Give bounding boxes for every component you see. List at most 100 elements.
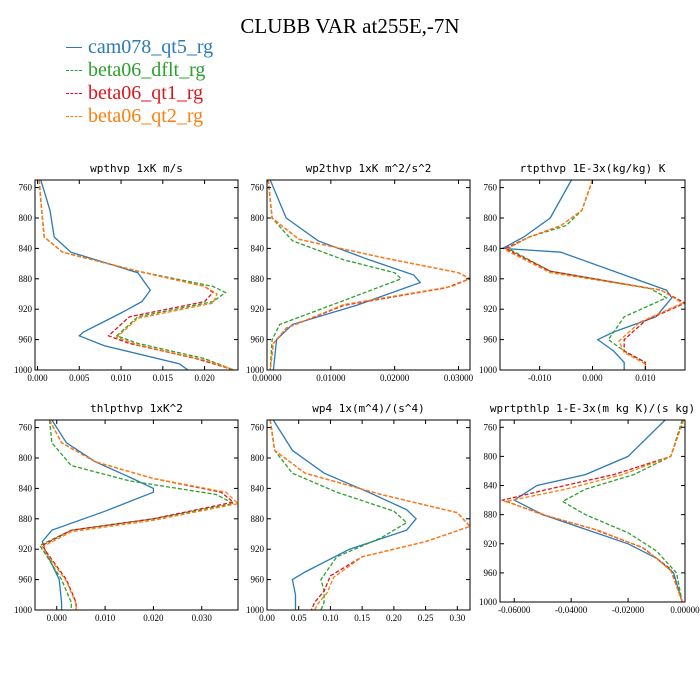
y-tick-label: 960 <box>19 575 33 585</box>
plot-frame <box>34 419 239 611</box>
y-tick-label: 800 <box>484 451 498 461</box>
y-tick-label: 1000 <box>14 605 33 615</box>
series-line <box>38 420 236 610</box>
y-tick-label: 880 <box>251 514 265 524</box>
plot-frame <box>34 179 239 371</box>
series-line <box>269 420 470 610</box>
y-tick-label: 840 <box>484 481 498 491</box>
y-tick-label: 960 <box>251 335 265 345</box>
series-line <box>269 420 408 610</box>
series-group <box>38 180 235 370</box>
x-tick-label: 0.20 <box>386 613 402 623</box>
x-tick-label: 0.000 <box>47 613 68 623</box>
x-tick-label: 0.000 <box>27 373 48 383</box>
legend: cam078_qt5_rg beta06_dflt_rg beta06_qt1_rg… <box>66 36 213 128</box>
legend-item: cam078_qt5_rg <box>66 36 213 59</box>
y-tick-label: 960 <box>484 335 498 345</box>
x-tick-label: 0.01000 <box>316 373 346 383</box>
plot-frame <box>266 419 471 611</box>
legend-item: beta06_qt1_rg <box>66 82 213 105</box>
subplot: rtpthvp 1E-3x(kg/kg) K 760 800 840 880 920 960… <box>479 162 686 383</box>
x-tick-label: -0.06000 <box>498 605 531 615</box>
y-tick-label: 920 <box>251 304 265 314</box>
y-tick-label: 880 <box>251 274 265 284</box>
y-tick-label: 840 <box>19 243 33 253</box>
series-group <box>38 420 238 610</box>
series-line <box>269 180 422 370</box>
legend-item: beta06_qt2_rg <box>66 105 213 128</box>
series-line <box>38 180 235 370</box>
x-tick-label: 0.010 <box>95 613 116 623</box>
y-tick-label: 920 <box>19 304 33 314</box>
y-tick-label: 1000 <box>479 597 498 607</box>
series-line <box>503 180 685 370</box>
legend-label: beta06_qt2_rg <box>88 105 204 127</box>
series-line <box>503 180 684 370</box>
legend-swatch <box>66 47 82 48</box>
x-tick-label: 0.15 <box>354 613 370 623</box>
y-tick-label: 1000 <box>246 365 265 375</box>
series-line <box>512 420 683 602</box>
y-tick-label: 800 <box>484 213 498 223</box>
y-tick-label: 760 <box>251 423 265 433</box>
y-tick-label: 960 <box>484 568 498 578</box>
subplot: wp2thvp 1xK m^2/s^2 760 800 840 880 920 960 100… <box>246 162 474 383</box>
subplot: wp4 1x(m^4)/(s^4)76080084088092096010000… <box>246 402 471 623</box>
x-tick-label: 0.020 <box>143 613 164 623</box>
series-line <box>506 180 668 370</box>
x-tick-label: 0.02000 <box>380 373 410 383</box>
series-line <box>267 180 403 370</box>
legend-label: cam078_qt5_rg <box>88 36 214 58</box>
subplot-title: wprtpthlp 1-E-3x(m kg K)/(s kg) <box>490 402 695 415</box>
legend-item: beta06_dflt_rg <box>66 59 213 82</box>
series-line <box>267 180 470 370</box>
subplot: wprtpthlp 1-E-3x(m kg K)/(s kg) 760 800 840… <box>479 402 700 615</box>
chart-title: CLUBB VAR at255E,-7N <box>240 14 460 38</box>
y-tick-label: 840 <box>484 243 498 253</box>
series-line <box>500 180 673 370</box>
y-tick-label: 960 <box>19 335 33 345</box>
series-line <box>38 180 234 370</box>
legend-swatch <box>66 93 82 94</box>
series-line <box>267 180 470 370</box>
x-tick-label: 0.05 <box>291 613 307 623</box>
legend-swatch <box>66 70 82 71</box>
legend-swatch <box>66 116 82 117</box>
series-group <box>267 180 470 370</box>
series-group <box>500 180 685 370</box>
subplot-title: wp2thvp 1xK m^2/s^2 <box>306 162 432 175</box>
plot-frame <box>499 179 686 371</box>
series-line <box>40 180 189 370</box>
y-tick-label: 760 <box>484 183 498 193</box>
subplot-title: rtpthvp 1E-3x(kg/kg) K <box>520 162 666 175</box>
series-group <box>269 420 470 610</box>
x-tick-label: 0.10 <box>323 613 339 623</box>
y-tick-label: 840 <box>19 483 33 493</box>
x-tick-label: 0.030 <box>192 613 213 623</box>
y-tick-label: 800 <box>19 213 33 223</box>
series-line <box>500 420 685 602</box>
x-tick-label: -0.02000 <box>612 605 645 615</box>
y-tick-label: 920 <box>484 539 498 549</box>
y-tick-label: 1000 <box>246 605 265 615</box>
x-tick-label: 0.000 <box>582 373 603 383</box>
x-tick-label: 0.00000 <box>252 373 282 383</box>
series-line <box>41 420 238 610</box>
series-line <box>38 180 235 370</box>
x-tick-label: 0.03000 <box>444 373 474 383</box>
y-tick-label: 960 <box>251 575 265 585</box>
y-tick-label: 760 <box>19 183 33 193</box>
y-tick-label: 920 <box>251 544 265 554</box>
y-tick-label: 840 <box>251 483 265 493</box>
x-tick-label: 0.005 <box>69 373 90 383</box>
y-tick-label: 760 <box>251 183 265 193</box>
x-tick-label: -0.04000 <box>555 605 588 615</box>
x-tick-label: 0.010 <box>635 373 656 383</box>
y-tick-label: 760 <box>484 422 498 432</box>
y-tick-label: 920 <box>19 544 33 554</box>
y-tick-label: 840 <box>251 243 265 253</box>
series-line <box>41 420 235 610</box>
subplot: thlpthvp 1xK^2 760 800 840 880 920 960 1000 0.00… <box>14 402 239 623</box>
subplot-title: thlpthvp 1xK^2 <box>90 402 183 415</box>
